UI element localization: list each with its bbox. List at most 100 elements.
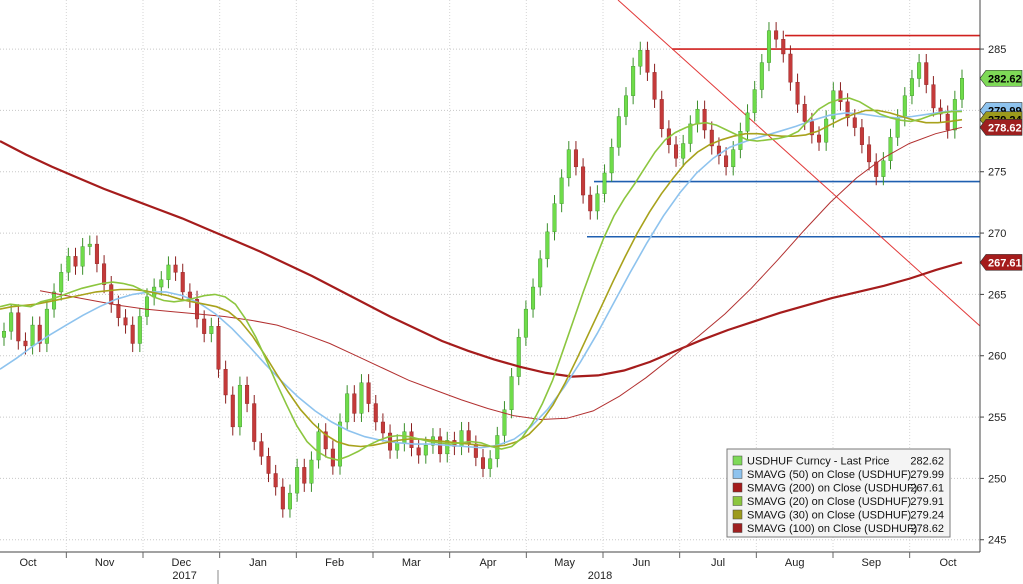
y-tick-label: 285 <box>988 44 1006 56</box>
candle-body <box>259 441 264 457</box>
legend-swatch <box>732 523 743 533</box>
candle-body <box>581 166 586 196</box>
legend-entry-label: USDHUF Curncy - Last Price <box>747 456 889 468</box>
candle-body <box>202 318 207 334</box>
y-tick-label: 250 <box>988 473 1006 485</box>
candle-body <box>373 403 378 423</box>
candle-body <box>159 279 164 288</box>
candle-body <box>137 316 142 344</box>
candle-body <box>867 144 872 163</box>
candle-body <box>423 445 428 456</box>
candle-body <box>802 104 807 122</box>
candle-body <box>838 90 843 103</box>
candle-body <box>845 101 850 118</box>
legend-box <box>726 448 951 538</box>
candle-body <box>395 442 400 451</box>
candle-body <box>195 299 200 320</box>
candle-body <box>338 421 343 467</box>
y-tick-label: 275 <box>988 167 1006 179</box>
candle-body <box>645 50 650 73</box>
candle-body <box>366 382 371 404</box>
legend-entry-value: 278.62 <box>910 523 944 535</box>
candle-body <box>881 160 886 177</box>
candle-body <box>702 108 707 131</box>
x-tick-label-feb: Feb <box>325 557 344 569</box>
candle-body <box>795 81 800 105</box>
year-label-2017: 2017 <box>172 570 196 582</box>
candle-body <box>345 393 350 423</box>
candle-body <box>781 39 786 55</box>
legend-entry-label: SMAVG (20) on Close (USDHUF) <box>747 496 911 508</box>
candle-body <box>252 403 257 442</box>
candle-body <box>652 72 657 100</box>
candle-body <box>230 394 235 428</box>
candle-body <box>59 272 64 293</box>
candle-body <box>323 431 328 450</box>
candle-body <box>738 131 743 150</box>
legend-swatch <box>732 482 743 493</box>
y-tick-label: 245 <box>988 535 1006 547</box>
x-tick-label-aug: Aug <box>785 557 805 569</box>
x-tick-label-jul: Jul <box>711 557 725 569</box>
x-tick-label-nov: Nov <box>95 557 115 569</box>
legend-entry-label: SMAVG (50) on Close (USDHUF) <box>747 469 911 481</box>
legend-entry-value: 279.91 <box>910 496 944 508</box>
legend-swatch <box>732 455 743 466</box>
candle-body <box>516 337 521 377</box>
candle-body <box>859 127 864 145</box>
candle-body <box>595 193 600 212</box>
candle-body <box>559 177 564 204</box>
candle-body <box>759 62 764 90</box>
candle-body <box>216 326 221 370</box>
badge-label: 278.62 <box>988 122 1022 134</box>
candle-body <box>166 264 171 280</box>
x-tick-label-dec: Dec <box>172 557 192 569</box>
badge-267.61 <box>979 254 1023 271</box>
candle-body <box>209 326 214 334</box>
legend-entry-label: SMAVG (30) on Close (USDHUF) <box>747 510 911 522</box>
candle-body <box>588 194 593 212</box>
legend-entry-value: 267.61 <box>910 483 944 495</box>
candle-body <box>180 272 185 293</box>
candle-body <box>909 78 914 96</box>
candle-body <box>952 99 957 131</box>
candle-body <box>266 456 271 474</box>
support-resistance-lines <box>587 34 980 238</box>
candle-body <box>631 66 636 96</box>
candle-body <box>123 317 128 326</box>
candle-body <box>37 324 42 344</box>
candle-body <box>545 231 550 260</box>
legend-swatch <box>732 509 743 520</box>
candle-body <box>173 264 178 273</box>
candle-body <box>66 256 71 273</box>
candle-body <box>695 108 700 125</box>
downtrend-line <box>617 0 981 327</box>
candle-body <box>638 50 643 67</box>
candle-body <box>223 369 228 396</box>
candle-body <box>130 324 135 344</box>
candle-body <box>488 458 493 469</box>
candle-body <box>44 308 49 344</box>
candle-body <box>23 340 28 347</box>
candle-body <box>352 393 357 414</box>
candle-body <box>402 431 407 444</box>
y-tick-label: 260 <box>988 351 1006 363</box>
candle-body <box>416 447 421 456</box>
candle-body <box>659 99 664 130</box>
x-tick-label-jun: Jun <box>632 557 650 569</box>
y-tick-label: 255 <box>988 412 1006 424</box>
candle-body <box>245 384 250 404</box>
candle-body <box>960 78 965 100</box>
candle-body <box>931 84 936 109</box>
candle-body <box>30 324 35 347</box>
candle-body <box>917 62 922 79</box>
candle-body <box>888 137 893 161</box>
moving-average-lines <box>0 97 963 461</box>
candle-body <box>144 296 149 317</box>
candle-body <box>681 143 686 159</box>
candle-body <box>745 112 750 132</box>
candle-body <box>116 304 121 318</box>
candle-body <box>445 440 450 455</box>
candle-body <box>716 145 721 156</box>
